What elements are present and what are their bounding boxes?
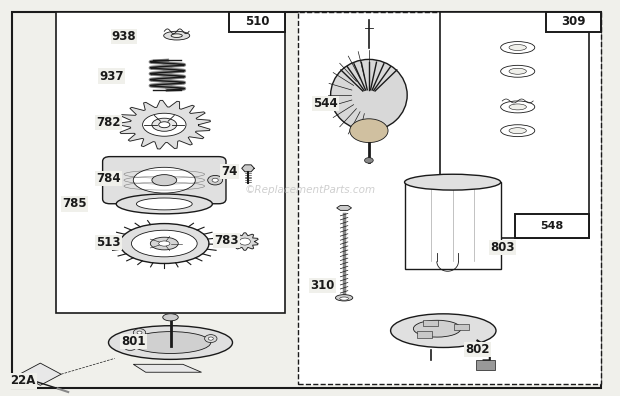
- Bar: [229, 12, 285, 32]
- Ellipse shape: [500, 65, 534, 77]
- Ellipse shape: [164, 31, 190, 40]
- Ellipse shape: [414, 320, 461, 337]
- Ellipse shape: [159, 122, 170, 128]
- Text: 544: 544: [313, 97, 338, 110]
- Ellipse shape: [108, 326, 232, 360]
- Text: 74: 74: [221, 165, 237, 178]
- Ellipse shape: [350, 119, 388, 143]
- Text: 548: 548: [540, 221, 564, 231]
- Circle shape: [124, 343, 136, 350]
- Ellipse shape: [171, 34, 182, 38]
- Text: 938: 938: [112, 30, 136, 43]
- FancyBboxPatch shape: [103, 156, 226, 204]
- Circle shape: [239, 238, 250, 245]
- Ellipse shape: [152, 118, 177, 131]
- Polygon shape: [118, 101, 210, 149]
- Text: 783: 783: [214, 234, 239, 247]
- Ellipse shape: [151, 237, 179, 250]
- Text: 803: 803: [490, 241, 515, 254]
- Circle shape: [208, 175, 223, 185]
- Ellipse shape: [330, 59, 407, 131]
- Ellipse shape: [131, 230, 197, 257]
- Text: 937: 937: [99, 70, 124, 82]
- Ellipse shape: [152, 175, 177, 186]
- Circle shape: [205, 335, 217, 343]
- Text: 801: 801: [121, 335, 146, 348]
- Circle shape: [365, 158, 373, 163]
- Circle shape: [133, 329, 146, 337]
- Ellipse shape: [159, 241, 170, 246]
- Bar: [423, 320, 438, 326]
- Circle shape: [212, 178, 218, 182]
- Bar: [417, 331, 432, 338]
- Ellipse shape: [136, 198, 192, 210]
- Bar: [476, 360, 495, 370]
- Text: 310: 310: [310, 280, 335, 292]
- Bar: [404, 182, 501, 269]
- Text: 782: 782: [96, 116, 121, 129]
- Ellipse shape: [117, 194, 212, 214]
- Text: ©ReplacementParts.com: ©ReplacementParts.com: [244, 185, 376, 195]
- Bar: [546, 12, 601, 32]
- Text: 513: 513: [96, 236, 121, 249]
- Bar: [56, 12, 285, 313]
- Ellipse shape: [509, 104, 526, 110]
- Ellipse shape: [509, 128, 526, 134]
- Text: 309: 309: [561, 15, 586, 28]
- Ellipse shape: [120, 224, 209, 263]
- Bar: [440, 12, 589, 238]
- Ellipse shape: [391, 314, 496, 348]
- Polygon shape: [19, 363, 61, 385]
- Circle shape: [128, 345, 133, 348]
- Polygon shape: [133, 364, 202, 372]
- Text: 802: 802: [465, 343, 490, 356]
- Polygon shape: [242, 165, 254, 172]
- Circle shape: [110, 178, 117, 182]
- Ellipse shape: [340, 297, 348, 300]
- Bar: [298, 12, 601, 384]
- Bar: [454, 324, 469, 330]
- Text: 22A: 22A: [11, 375, 35, 387]
- Ellipse shape: [500, 101, 534, 113]
- Text: 784: 784: [96, 172, 121, 185]
- Ellipse shape: [509, 44, 526, 51]
- Bar: [515, 214, 589, 238]
- Ellipse shape: [130, 331, 211, 354]
- Polygon shape: [232, 233, 258, 250]
- Ellipse shape: [162, 314, 179, 321]
- Circle shape: [106, 175, 121, 185]
- Circle shape: [137, 331, 142, 334]
- Polygon shape: [337, 206, 352, 210]
- Ellipse shape: [335, 295, 353, 301]
- Ellipse shape: [509, 69, 526, 74]
- Ellipse shape: [404, 174, 501, 190]
- Ellipse shape: [500, 125, 534, 137]
- Circle shape: [208, 337, 213, 340]
- Ellipse shape: [143, 113, 186, 136]
- Text: 785: 785: [62, 198, 87, 210]
- Ellipse shape: [500, 42, 534, 53]
- Text: 510: 510: [245, 15, 270, 28]
- Ellipse shape: [133, 167, 195, 193]
